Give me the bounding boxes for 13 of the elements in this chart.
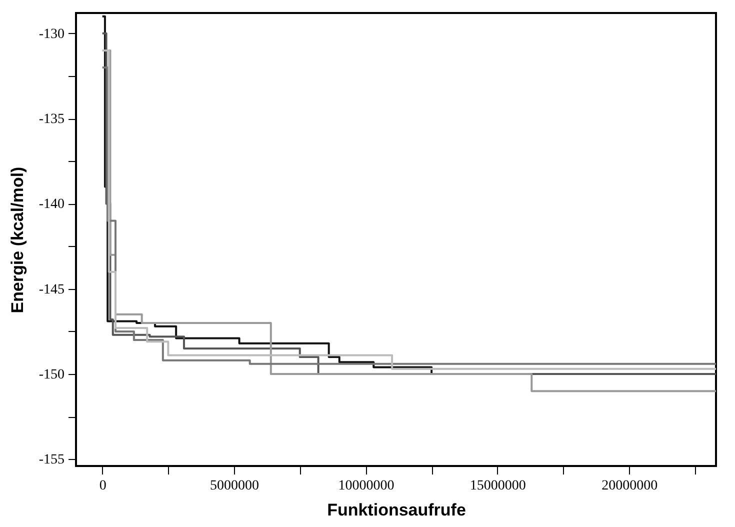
y-tick-label: -150 [38, 368, 64, 383]
x-tick-label: 20000000 [602, 478, 658, 494]
x-axis-title: Funktionsaufrufe [327, 500, 466, 520]
y-tick-label: -145 [38, 282, 64, 298]
y-axis-title: Energie (kcal/mol) [8, 166, 27, 314]
y-tick-label: -135 [38, 112, 64, 128]
x-tick-label: 0 [99, 478, 106, 494]
x-tick-label: 15000000 [470, 478, 526, 494]
x-tick-label: 5000000 [210, 478, 260, 494]
y-tick-label: -140 [38, 197, 64, 212]
x-tick-label: 10000000 [338, 478, 394, 494]
y-tick-label: -130 [38, 26, 64, 42]
y-tick-label: -155 [38, 452, 64, 468]
